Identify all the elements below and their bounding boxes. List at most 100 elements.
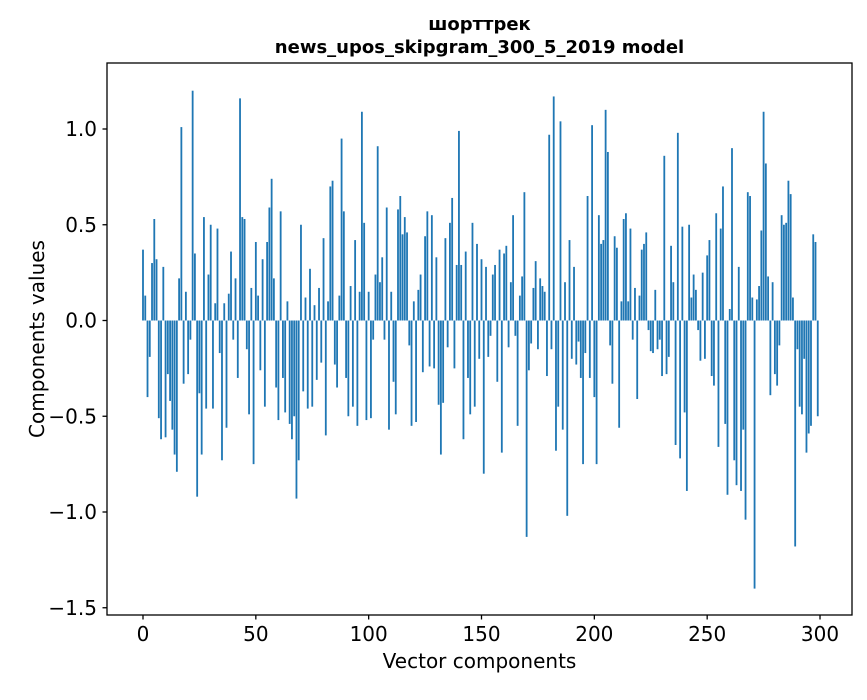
bar bbox=[634, 287, 636, 321]
bar bbox=[433, 320, 436, 369]
bar bbox=[162, 266, 165, 321]
bar bbox=[336, 320, 338, 388]
bar bbox=[485, 266, 487, 321]
bar bbox=[279, 211, 282, 321]
bar bbox=[223, 303, 226, 321]
x-tick-label: 100 bbox=[350, 622, 388, 646]
bar bbox=[546, 320, 548, 377]
bar bbox=[534, 261, 537, 321]
bar bbox=[722, 186, 724, 321]
bar bbox=[566, 320, 569, 516]
bar bbox=[401, 234, 404, 321]
bar bbox=[751, 297, 754, 321]
bar bbox=[221, 320, 223, 461]
bar bbox=[737, 266, 740, 321]
bar bbox=[780, 215, 783, 321]
bar bbox=[291, 320, 293, 440]
bar bbox=[155, 259, 158, 321]
bar bbox=[807, 320, 810, 434]
bar bbox=[570, 320, 573, 359]
bar bbox=[810, 320, 812, 426]
y-tick-label: −0.5 bbox=[48, 404, 97, 428]
bar bbox=[232, 320, 235, 340]
bar bbox=[559, 121, 562, 321]
bar bbox=[713, 320, 715, 386]
bar bbox=[740, 320, 742, 491]
bar bbox=[629, 228, 632, 321]
bar bbox=[498, 249, 501, 321]
bar bbox=[667, 320, 670, 357]
bar bbox=[692, 274, 695, 321]
bar bbox=[575, 320, 578, 365]
bar bbox=[184, 291, 187, 321]
bar bbox=[241, 217, 244, 321]
bar bbox=[586, 196, 589, 321]
bar bbox=[397, 209, 399, 321]
x-axis-label: Vector components bbox=[383, 649, 577, 673]
bar bbox=[347, 320, 350, 417]
bar bbox=[329, 186, 332, 321]
bar bbox=[324, 320, 327, 436]
bar bbox=[313, 305, 316, 321]
bar bbox=[758, 286, 760, 321]
bar bbox=[171, 320, 174, 430]
bar bbox=[787, 180, 790, 321]
bar bbox=[616, 247, 618, 321]
bar bbox=[236, 320, 239, 378]
bar bbox=[507, 320, 510, 348]
bar bbox=[272, 278, 275, 321]
bar bbox=[388, 320, 390, 430]
bar bbox=[568, 240, 571, 321]
bar bbox=[212, 320, 214, 409]
bar bbox=[525, 320, 528, 537]
bar bbox=[710, 320, 713, 377]
bar bbox=[658, 320, 661, 340]
bar bbox=[643, 243, 645, 321]
bar bbox=[670, 245, 672, 321]
bar bbox=[437, 320, 440, 405]
bar bbox=[564, 282, 566, 321]
bar bbox=[552, 96, 555, 321]
bar bbox=[767, 276, 770, 321]
bar bbox=[455, 264, 458, 321]
bar bbox=[412, 301, 415, 321]
bar bbox=[681, 226, 684, 321]
bar bbox=[178, 278, 181, 321]
bar bbox=[453, 320, 456, 369]
bar bbox=[609, 320, 612, 346]
bar bbox=[327, 301, 329, 321]
bar bbox=[275, 320, 278, 388]
bar bbox=[342, 211, 345, 321]
bar bbox=[469, 320, 472, 415]
bar bbox=[365, 320, 368, 421]
x-tick-label: 250 bbox=[688, 622, 726, 646]
bar bbox=[604, 109, 607, 321]
bar bbox=[191, 90, 194, 321]
bar bbox=[636, 320, 639, 400]
bar bbox=[309, 268, 311, 321]
x-axis-ticks: 0 50 100 150 200 250 300 bbox=[137, 615, 839, 646]
bar bbox=[209, 224, 212, 321]
bar bbox=[277, 320, 280, 421]
bar bbox=[439, 320, 442, 455]
bar bbox=[338, 295, 341, 321]
bar bbox=[266, 241, 269, 321]
bar bbox=[688, 224, 691, 321]
bar bbox=[724, 320, 727, 424]
bar bbox=[408, 320, 411, 346]
bar bbox=[295, 320, 298, 499]
bar bbox=[627, 301, 630, 321]
bar bbox=[516, 320, 519, 426]
bar bbox=[690, 297, 693, 321]
bar bbox=[383, 320, 386, 340]
bar bbox=[674, 320, 677, 445]
bar bbox=[180, 127, 183, 321]
bar bbox=[419, 274, 422, 321]
bar bbox=[426, 211, 429, 321]
bar bbox=[523, 192, 526, 321]
bar bbox=[514, 320, 517, 336]
bar bbox=[320, 320, 323, 363]
bar bbox=[717, 320, 720, 447]
